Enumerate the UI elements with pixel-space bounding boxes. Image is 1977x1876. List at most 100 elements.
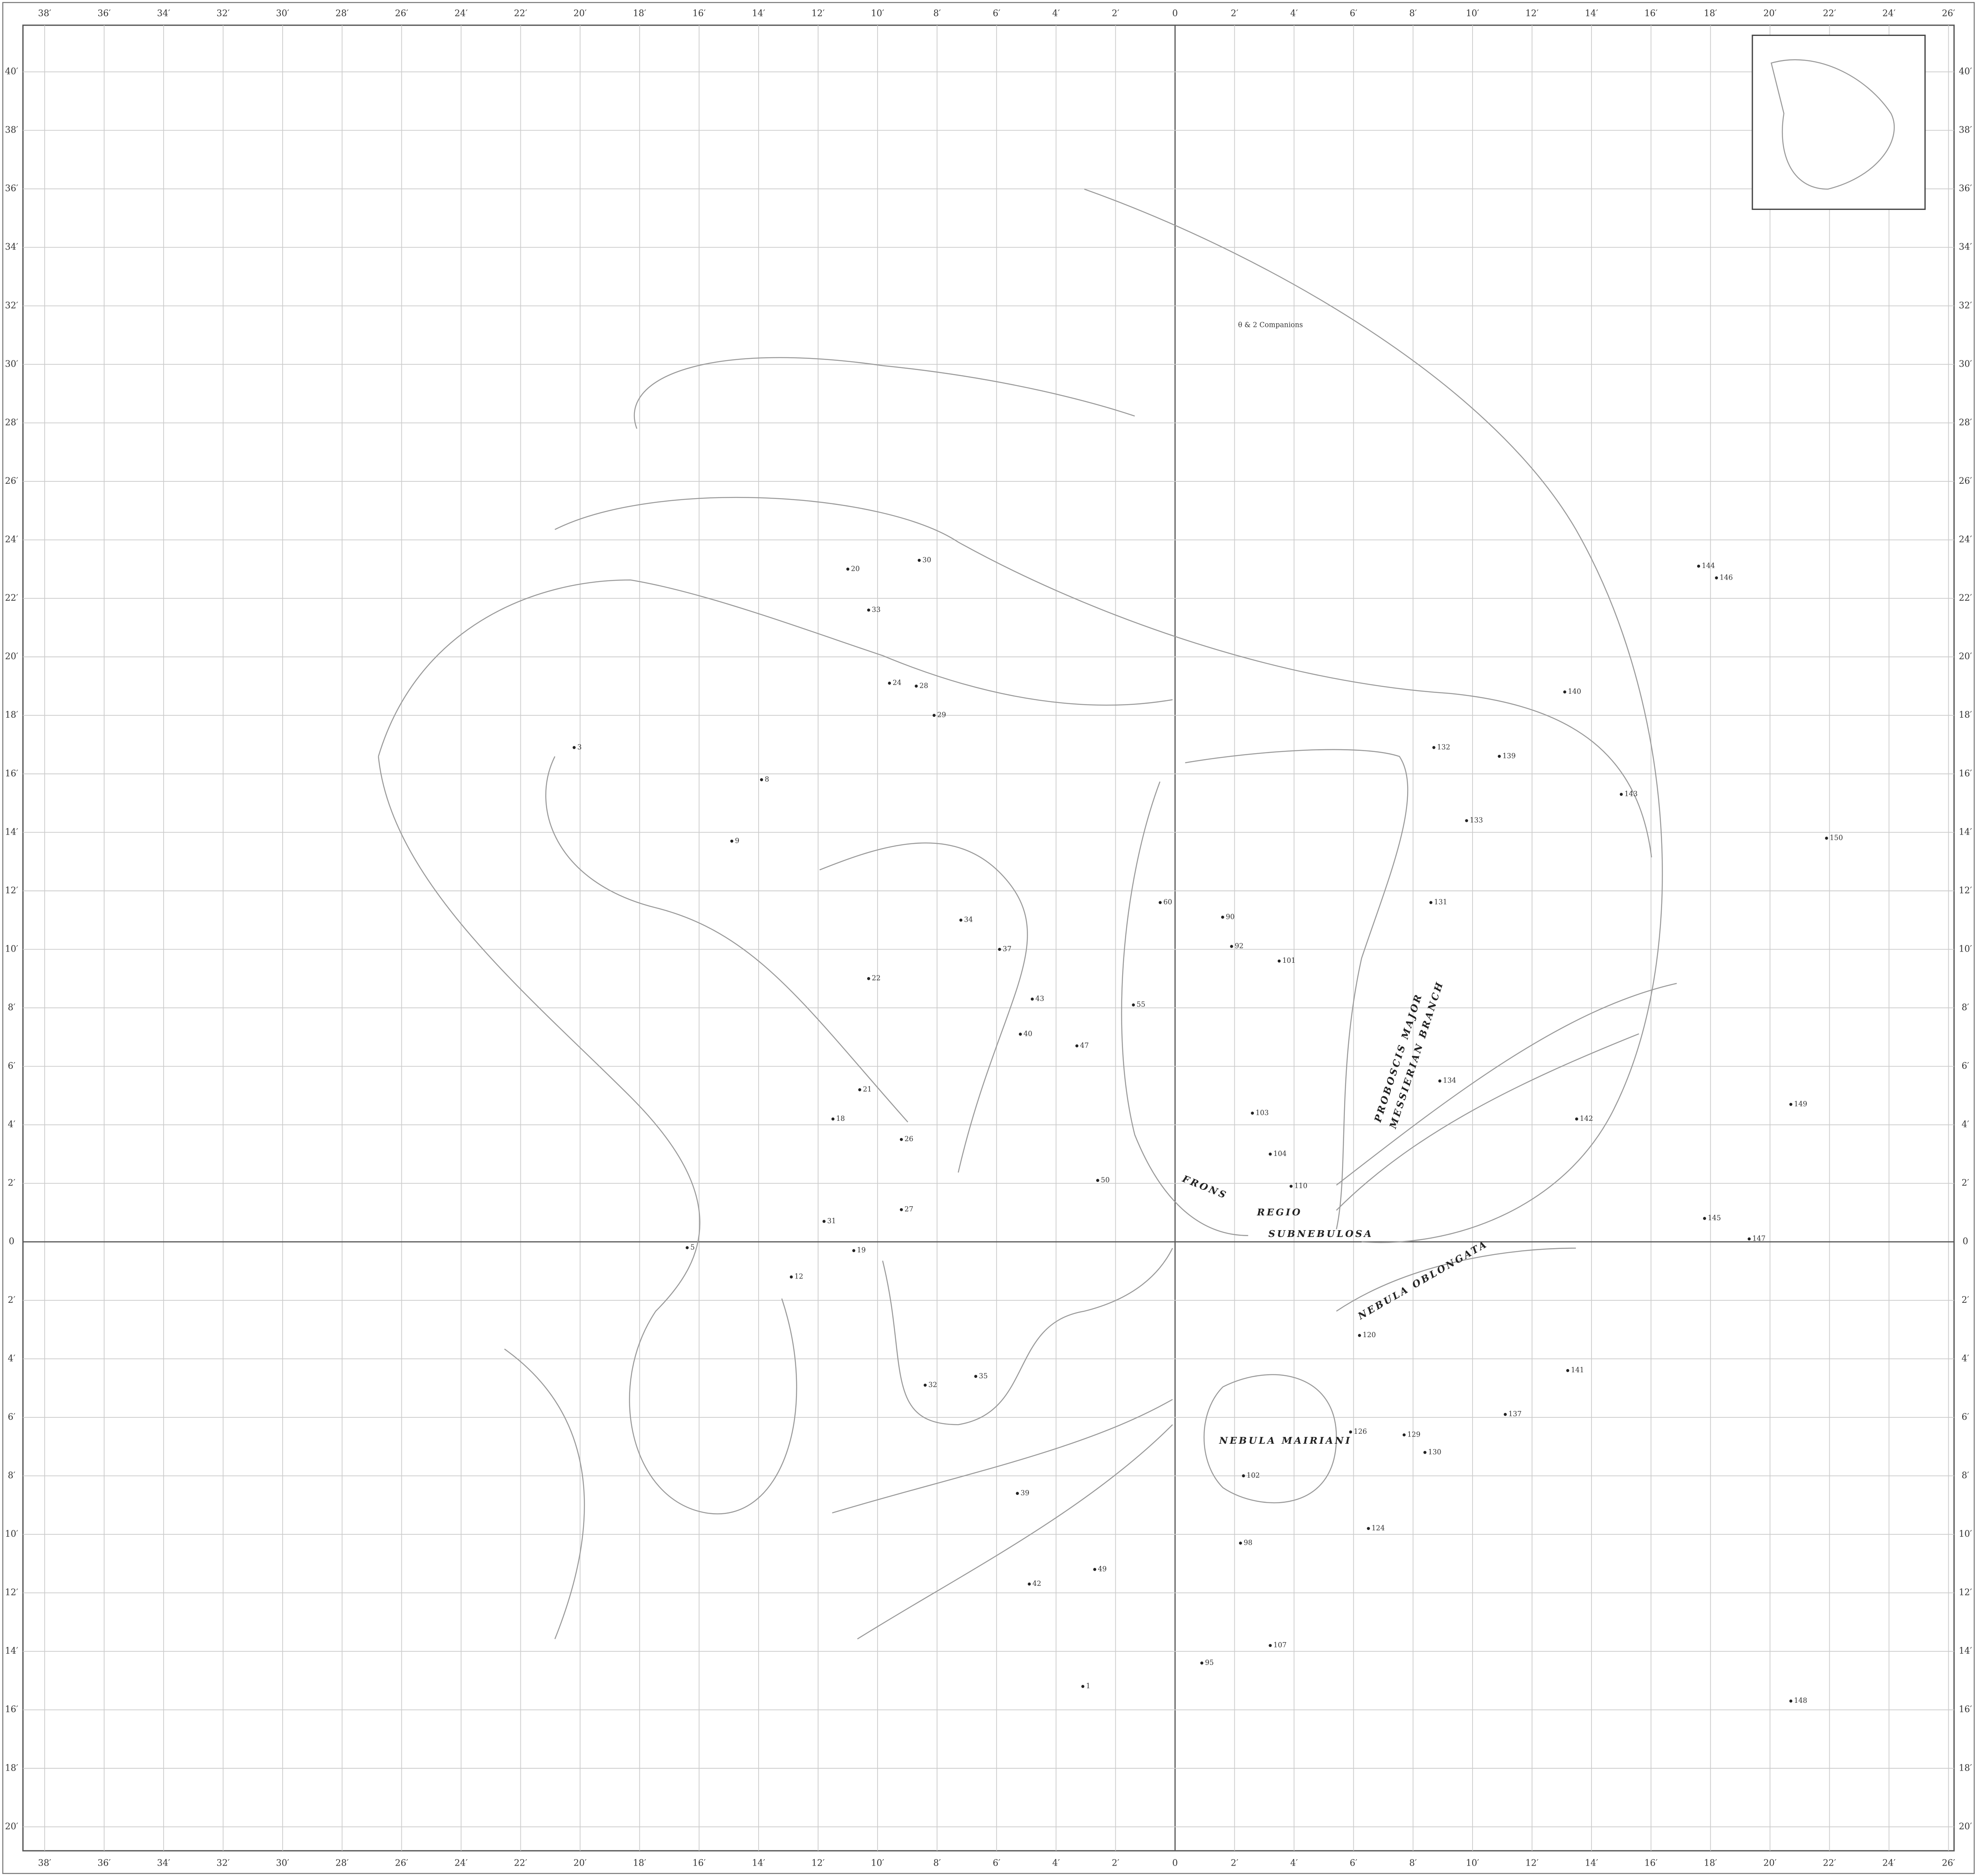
x-tick-label: 6′ xyxy=(993,8,1000,19)
y-tick-label: 6′ xyxy=(1961,1061,1969,1071)
y-tick-label: 36′ xyxy=(1959,183,1972,194)
star xyxy=(1269,1152,1272,1156)
star xyxy=(998,948,1001,951)
star-label: 124 xyxy=(1372,1524,1385,1532)
star-label: 37 xyxy=(1003,945,1012,953)
star-label: 101 xyxy=(1282,957,1295,965)
y-tick-label: 12′ xyxy=(5,1587,18,1598)
x-tick-label: 36′ xyxy=(97,8,111,19)
star-label: 144 xyxy=(1702,562,1715,570)
y-tick-label: 32′ xyxy=(5,300,18,311)
star xyxy=(1251,1112,1254,1115)
x-tick-label: 38′ xyxy=(38,1858,51,1868)
x-tick-label: 24′ xyxy=(1882,1858,1896,1868)
y-tick-label: 24′ xyxy=(1959,534,1972,545)
map-frame xyxy=(22,24,1955,1852)
outline xyxy=(857,1424,1173,1640)
star xyxy=(1239,1542,1242,1545)
star xyxy=(867,977,870,980)
star xyxy=(1432,746,1435,749)
inset-outline xyxy=(1770,59,1895,190)
star xyxy=(1438,1079,1441,1082)
x-tick-label: 14′ xyxy=(1585,8,1598,19)
y-tick-label: 40′ xyxy=(5,66,18,77)
star-label: 19 xyxy=(857,1247,866,1255)
x-tick-label: 32′ xyxy=(217,8,230,19)
star xyxy=(1465,819,1468,822)
star xyxy=(1075,1044,1079,1048)
x-tick-label: 16′ xyxy=(692,8,706,19)
outline xyxy=(832,1399,1173,1514)
y-tick-label: 14′ xyxy=(5,827,18,837)
y-tick-label: 10′ xyxy=(1959,1529,1972,1539)
x-tick-label: 4′ xyxy=(1052,8,1060,19)
star xyxy=(858,1088,862,1091)
y-tick-label: 10′ xyxy=(5,1529,18,1539)
x-tick-label: 30′ xyxy=(276,1858,289,1868)
star-label: 133 xyxy=(1470,816,1483,824)
y-tick-label: 36′ xyxy=(5,183,18,194)
y-tick-label: 32′ xyxy=(1959,300,1972,311)
star xyxy=(1289,1185,1293,1188)
y-tick-label: 12′ xyxy=(1959,885,1972,896)
star-label: 8 xyxy=(765,776,769,784)
star xyxy=(867,608,870,612)
x-tick-label: 2′ xyxy=(1231,8,1238,19)
x-tick-label: 14′ xyxy=(1585,1858,1598,1868)
star xyxy=(1081,1685,1085,1688)
star-label: 142 xyxy=(1580,1115,1593,1123)
star-label: 31 xyxy=(827,1217,836,1225)
y-tick-label: 2′ xyxy=(1961,1178,1969,1188)
star xyxy=(1566,1369,1570,1372)
star-label: 42 xyxy=(1032,1580,1041,1588)
star-label: 126 xyxy=(1354,1428,1367,1436)
y-tick-label: 26′ xyxy=(5,476,18,486)
y-tick-label: 30′ xyxy=(5,359,18,369)
star xyxy=(1358,1334,1361,1337)
x-tick-label: 2′ xyxy=(1231,1858,1238,1868)
y-tick-label: 10′ xyxy=(5,944,18,954)
star-label: 1 xyxy=(1086,1682,1090,1690)
y-tick-label: 18′ xyxy=(5,1763,18,1773)
x-tick-label: 26′ xyxy=(395,1858,408,1868)
y-tick-label: 26′ xyxy=(1959,476,1972,486)
star-label: 140 xyxy=(1568,688,1581,696)
y-tick-label: 2′ xyxy=(8,1178,16,1188)
star xyxy=(1789,1699,1793,1703)
star-label: 32 xyxy=(928,1381,937,1389)
y-tick-label: 12′ xyxy=(1959,1587,1972,1598)
x-tick-label: 34′ xyxy=(157,8,170,19)
x-tick-label: 36′ xyxy=(97,1858,111,1868)
y-tick-label: 34′ xyxy=(5,242,18,252)
star xyxy=(1242,1474,1245,1478)
x-tick-label: 12′ xyxy=(1525,1858,1538,1868)
x-tick-label: 18′ xyxy=(633,1858,646,1868)
star-label: 47 xyxy=(1080,1042,1089,1050)
star-label: 143 xyxy=(1625,790,1638,798)
x-tick-label: 22′ xyxy=(514,1858,527,1868)
star xyxy=(846,568,850,571)
outline xyxy=(554,497,1652,858)
star-label: 139 xyxy=(1503,752,1516,760)
x-tick-label: 22′ xyxy=(514,8,527,19)
star xyxy=(1498,754,1501,758)
x-tick-label: 18′ xyxy=(1704,8,1717,19)
y-tick-label: 24′ xyxy=(5,534,18,545)
y-tick-label: 28′ xyxy=(1959,417,1972,427)
y-tick-label: 20′ xyxy=(5,1821,18,1832)
region-label: NEBULA MAIRIANI xyxy=(1219,1435,1352,1446)
star-label: 29 xyxy=(937,711,946,719)
x-tick-label: 10′ xyxy=(1466,1858,1479,1868)
star xyxy=(686,1246,689,1249)
outline xyxy=(545,756,908,1122)
star xyxy=(1423,1451,1427,1454)
star-label: 39 xyxy=(1020,1489,1029,1497)
star xyxy=(932,714,936,717)
region-label: SUBNEBULOSA xyxy=(1268,1228,1373,1239)
star xyxy=(1789,1103,1793,1106)
y-tick-label: 0 xyxy=(9,1236,14,1247)
y-tick-label: 38′ xyxy=(5,125,18,135)
star-label: 147 xyxy=(1752,1235,1765,1243)
y-tick-label: 14′ xyxy=(1959,827,1972,837)
star-label: 104 xyxy=(1273,1150,1287,1158)
